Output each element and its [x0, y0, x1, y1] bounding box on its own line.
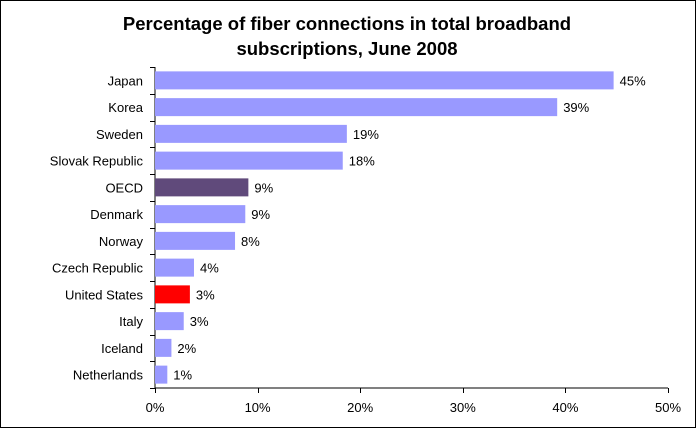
category-label-slovak-republic: Slovak Republic: [50, 154, 144, 169]
category-label-czech-republic: Czech Republic: [52, 261, 144, 276]
bar-oecd: [155, 178, 249, 197]
data-label-japan: 45%: [620, 73, 646, 88]
data-label-denmark: 9%: [251, 207, 270, 222]
data-label-sweden: 19%: [353, 127, 379, 142]
bar-japan: [155, 71, 614, 90]
category-label-sweden: Sweden: [96, 127, 143, 142]
data-label-iceland: 2%: [177, 341, 196, 356]
bar-italy: [155, 312, 184, 331]
data-label-norway: 8%: [241, 234, 260, 249]
bar-denmark: [155, 205, 246, 224]
bar-czech-republic: [155, 258, 194, 277]
bar-korea: [155, 98, 558, 117]
chart-title-line-2: subscriptions, June 2008: [236, 38, 458, 59]
x-tick-label: 50%: [655, 400, 681, 415]
x-tick-label: 20%: [347, 400, 373, 415]
chart-title-line-1: Percentage of fiber connections in total…: [122, 13, 572, 34]
data-label-czech-republic: 4%: [200, 261, 219, 276]
category-label-norway: Norway: [99, 234, 144, 249]
bar-iceland: [155, 338, 172, 357]
bar-slovak-republic: [155, 151, 343, 170]
data-label-slovak-republic: 18%: [349, 154, 375, 169]
bar-united-states: [155, 285, 190, 304]
data-label-oecd: 9%: [254, 180, 273, 195]
data-label-united-states: 3%: [196, 287, 215, 302]
category-label-iceland: Iceland: [101, 341, 143, 356]
bar-norway: [155, 231, 236, 250]
category-label-netherlands: Netherlands: [73, 368, 144, 383]
x-tick-label: 40%: [552, 400, 578, 415]
category-label-denmark: Denmark: [90, 207, 143, 222]
category-label-united-states: United States: [65, 287, 144, 302]
chart-title: Percentage of fiber connections in total…: [0, 11, 694, 61]
data-label-korea: 39%: [563, 100, 589, 115]
category-label-japan: Japan: [108, 73, 143, 88]
data-label-netherlands: 1%: [173, 368, 192, 383]
category-label-italy: Italy: [119, 314, 143, 329]
x-tick-label: 10%: [245, 400, 271, 415]
category-label-korea: Korea: [108, 100, 143, 115]
data-label-italy: 3%: [190, 314, 209, 329]
x-tick-label: 30%: [450, 400, 476, 415]
category-label-oecd: OECD: [105, 180, 143, 195]
x-tick-label: 0%: [146, 400, 165, 415]
bar-netherlands: [155, 365, 168, 384]
bar-sweden: [155, 124, 347, 143]
